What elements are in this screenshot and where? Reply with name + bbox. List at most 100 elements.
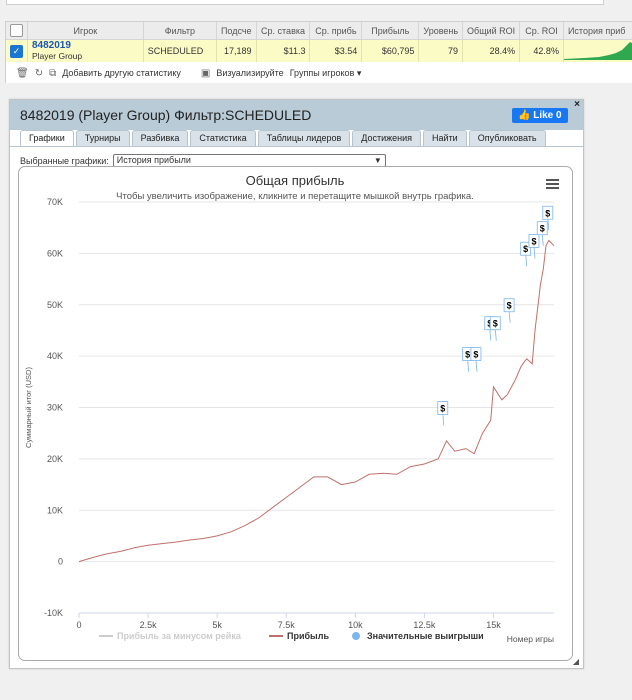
tab-breakdown[interactable]: Разбивка <box>131 130 189 147</box>
trash-icon[interactable]: 🗑 <box>16 67 29 79</box>
big-win-flag-label: $ <box>465 350 470 360</box>
y-tick-label: -10K <box>44 608 63 618</box>
x-tick-label: 2.5k <box>140 620 158 630</box>
y-tick-label: 0 <box>58 557 63 567</box>
chart-select-value: История прибыли <box>116 155 191 165</box>
tab-charts[interactable]: Графики <box>20 130 74 147</box>
big-win-flag-label: $ <box>473 350 478 360</box>
row-select-cell[interactable]: ✓ <box>6 39 28 62</box>
chart-select-label: Выбранные графики: <box>20 155 109 166</box>
profit-chart[interactable]: Общая прибыль Чтобы увеличить изображение… <box>18 166 573 661</box>
legend-item[interactable]: Прибыль за минусом рейка <box>117 631 242 641</box>
column-header[interactable]: Игрок <box>27 22 144 40</box>
column-header[interactable]: Общий ROI <box>462 22 521 40</box>
total-roi-cell: 28.4% <box>462 39 521 62</box>
tab-find[interactable]: Найти <box>423 130 467 147</box>
column-header[interactable]: История приб <box>563 22 632 40</box>
filter-cell: SCHEDULED <box>143 39 217 62</box>
big-win-flag-label: $ <box>440 403 445 413</box>
player-id-link[interactable]: 8482019 <box>32 40 71 51</box>
column-header[interactable]: Прибыль <box>361 22 420 40</box>
profit-series-line[interactable] <box>78 239 555 563</box>
big-win-flag-pole <box>442 413 445 426</box>
hamburger-menu-icon[interactable] <box>546 187 559 189</box>
level-cell: 79 <box>418 39 464 62</box>
big-win-flag-label: $ <box>487 319 492 329</box>
visualize-icon[interactable]: ▣ <box>200 67 211 79</box>
stats-header-row: Игрок Фильтр Подсче Ср. ставка Ср. прибь… <box>6 22 632 40</box>
chart-svg[interactable]: Общая прибыль Чтобы увеличить изображение… <box>19 167 572 660</box>
profit-cell: $60,795 <box>361 39 420 62</box>
hamburger-menu-icon[interactable] <box>546 179 559 181</box>
big-win-flag-label: $ <box>531 237 536 247</box>
tab-leaderboards[interactable]: Таблицы лидеров <box>257 130 351 147</box>
big-win-flag-label: $ <box>493 319 498 329</box>
refresh-icon[interactable]: ↻ <box>34 67 44 79</box>
previous-card-edge <box>6 0 604 5</box>
column-header[interactable]: Ср. прибь <box>309 22 363 40</box>
y-tick-label: 50K <box>47 300 63 310</box>
tab-publish[interactable]: Опубликовать <box>468 130 546 147</box>
big-win-flag-label: $ <box>507 301 512 311</box>
y-tick-label: 60K <box>47 248 63 258</box>
select-all-checkbox[interactable] <box>10 24 23 37</box>
big-win-flag[interactable] <box>536 221 548 236</box>
facebook-like-button[interactable]: 👍 Like 0 <box>512 108 568 123</box>
table-row[interactable]: ✓ 8482019 Player Group SCHEDULED 17,189 … <box>6 39 632 62</box>
big-win-flag[interactable] <box>489 316 501 331</box>
big-win-flag[interactable] <box>528 234 540 248</box>
column-header[interactable]: Фильтр <box>143 22 217 40</box>
player-group-label: Player Group <box>32 51 83 61</box>
big-win-flag-pole <box>508 310 511 323</box>
avg-roi-cell: 42.8% <box>519 39 564 62</box>
column-header[interactable]: Ср. ставка <box>256 22 311 40</box>
header-select-all[interactable] <box>6 22 28 40</box>
row-checkbox[interactable]: ✓ <box>10 44 23 58</box>
profit-history-sparkline <box>564 42 632 60</box>
stats-grid: Игрок Фильтр Подсче Ср. ставка Ср. прибь… <box>5 21 632 83</box>
profit-history-sparkline-cell <box>563 39 632 62</box>
hamburger-menu-icon[interactable] <box>546 183 559 185</box>
player-cell[interactable]: 8482019 Player Group <box>27 39 144 62</box>
big-win-flag-label: $ <box>545 208 550 218</box>
big-win-flag[interactable] <box>470 347 482 361</box>
big-win-flag-pole <box>494 328 497 341</box>
big-win-flag-pole <box>467 359 470 372</box>
big-win-flag[interactable] <box>437 401 449 415</box>
legend-item[interactable]: Прибыль <box>287 631 329 641</box>
column-header[interactable]: Подсче <box>216 22 257 40</box>
big-win-flag[interactable] <box>542 205 554 220</box>
facebook-like-label: Like 0 <box>533 110 562 121</box>
x-tick-label: 10k <box>348 620 363 630</box>
chart-title: Общая прибыль <box>246 173 345 188</box>
y-tick-label: 20K <box>47 454 63 464</box>
x-tick-label: 0 <box>76 620 81 630</box>
big-win-flag[interactable] <box>503 298 515 313</box>
close-icon[interactable]: × <box>574 99 580 110</box>
player-panel: 8482019 (Player Group) Фильтр:SCHEDULED … <box>9 99 584 669</box>
x-tick-label: 5k <box>212 620 222 630</box>
player-groups-menu[interactable]: Группы игроков ▾ <box>290 68 362 79</box>
panel-header[interactable] <box>10 100 583 130</box>
column-header[interactable]: Уровень <box>418 22 464 40</box>
tab-statistics[interactable]: Статистика <box>190 130 256 147</box>
chart-subtitle: Чтобы увеличить изображение, кликните и … <box>116 191 474 202</box>
y-tick-label: 70K <box>47 197 63 207</box>
panel-tabs: Графики Турниры Разбивка Статистика Табл… <box>20 130 546 147</box>
legend-item[interactable]: Значительные выигрыши <box>367 631 484 641</box>
add-stats-link[interactable]: Добавить другую статистику <box>62 68 181 78</box>
player-groups-label: Группы игроков <box>289 67 355 78</box>
column-header[interactable]: Ср. ROI <box>519 22 564 40</box>
tab-achievements[interactable]: Достижения <box>352 130 422 147</box>
big-win-flag-pole <box>475 359 478 372</box>
thumbs-up-icon: 👍 <box>518 110 534 121</box>
visualize-link[interactable]: Визуализируйте <box>216 68 284 78</box>
resize-handle-icon[interactable]: ◢ <box>572 657 579 666</box>
add-stats-icon[interactable]: ⧉ <box>49 67 57 79</box>
y-tick-label: 10K <box>47 505 63 515</box>
grid-toolbar: 🗑 ↻ ⧉ Добавить другую статистику ▣ Визуа… <box>6 64 361 82</box>
tabs-divider <box>10 146 583 147</box>
tab-tournaments[interactable]: Турниры <box>75 130 130 147</box>
stats-table: Игрок Фильтр Подсче Ср. ставка Ср. прибь… <box>6 22 632 62</box>
big-win-flag[interactable] <box>520 241 532 256</box>
